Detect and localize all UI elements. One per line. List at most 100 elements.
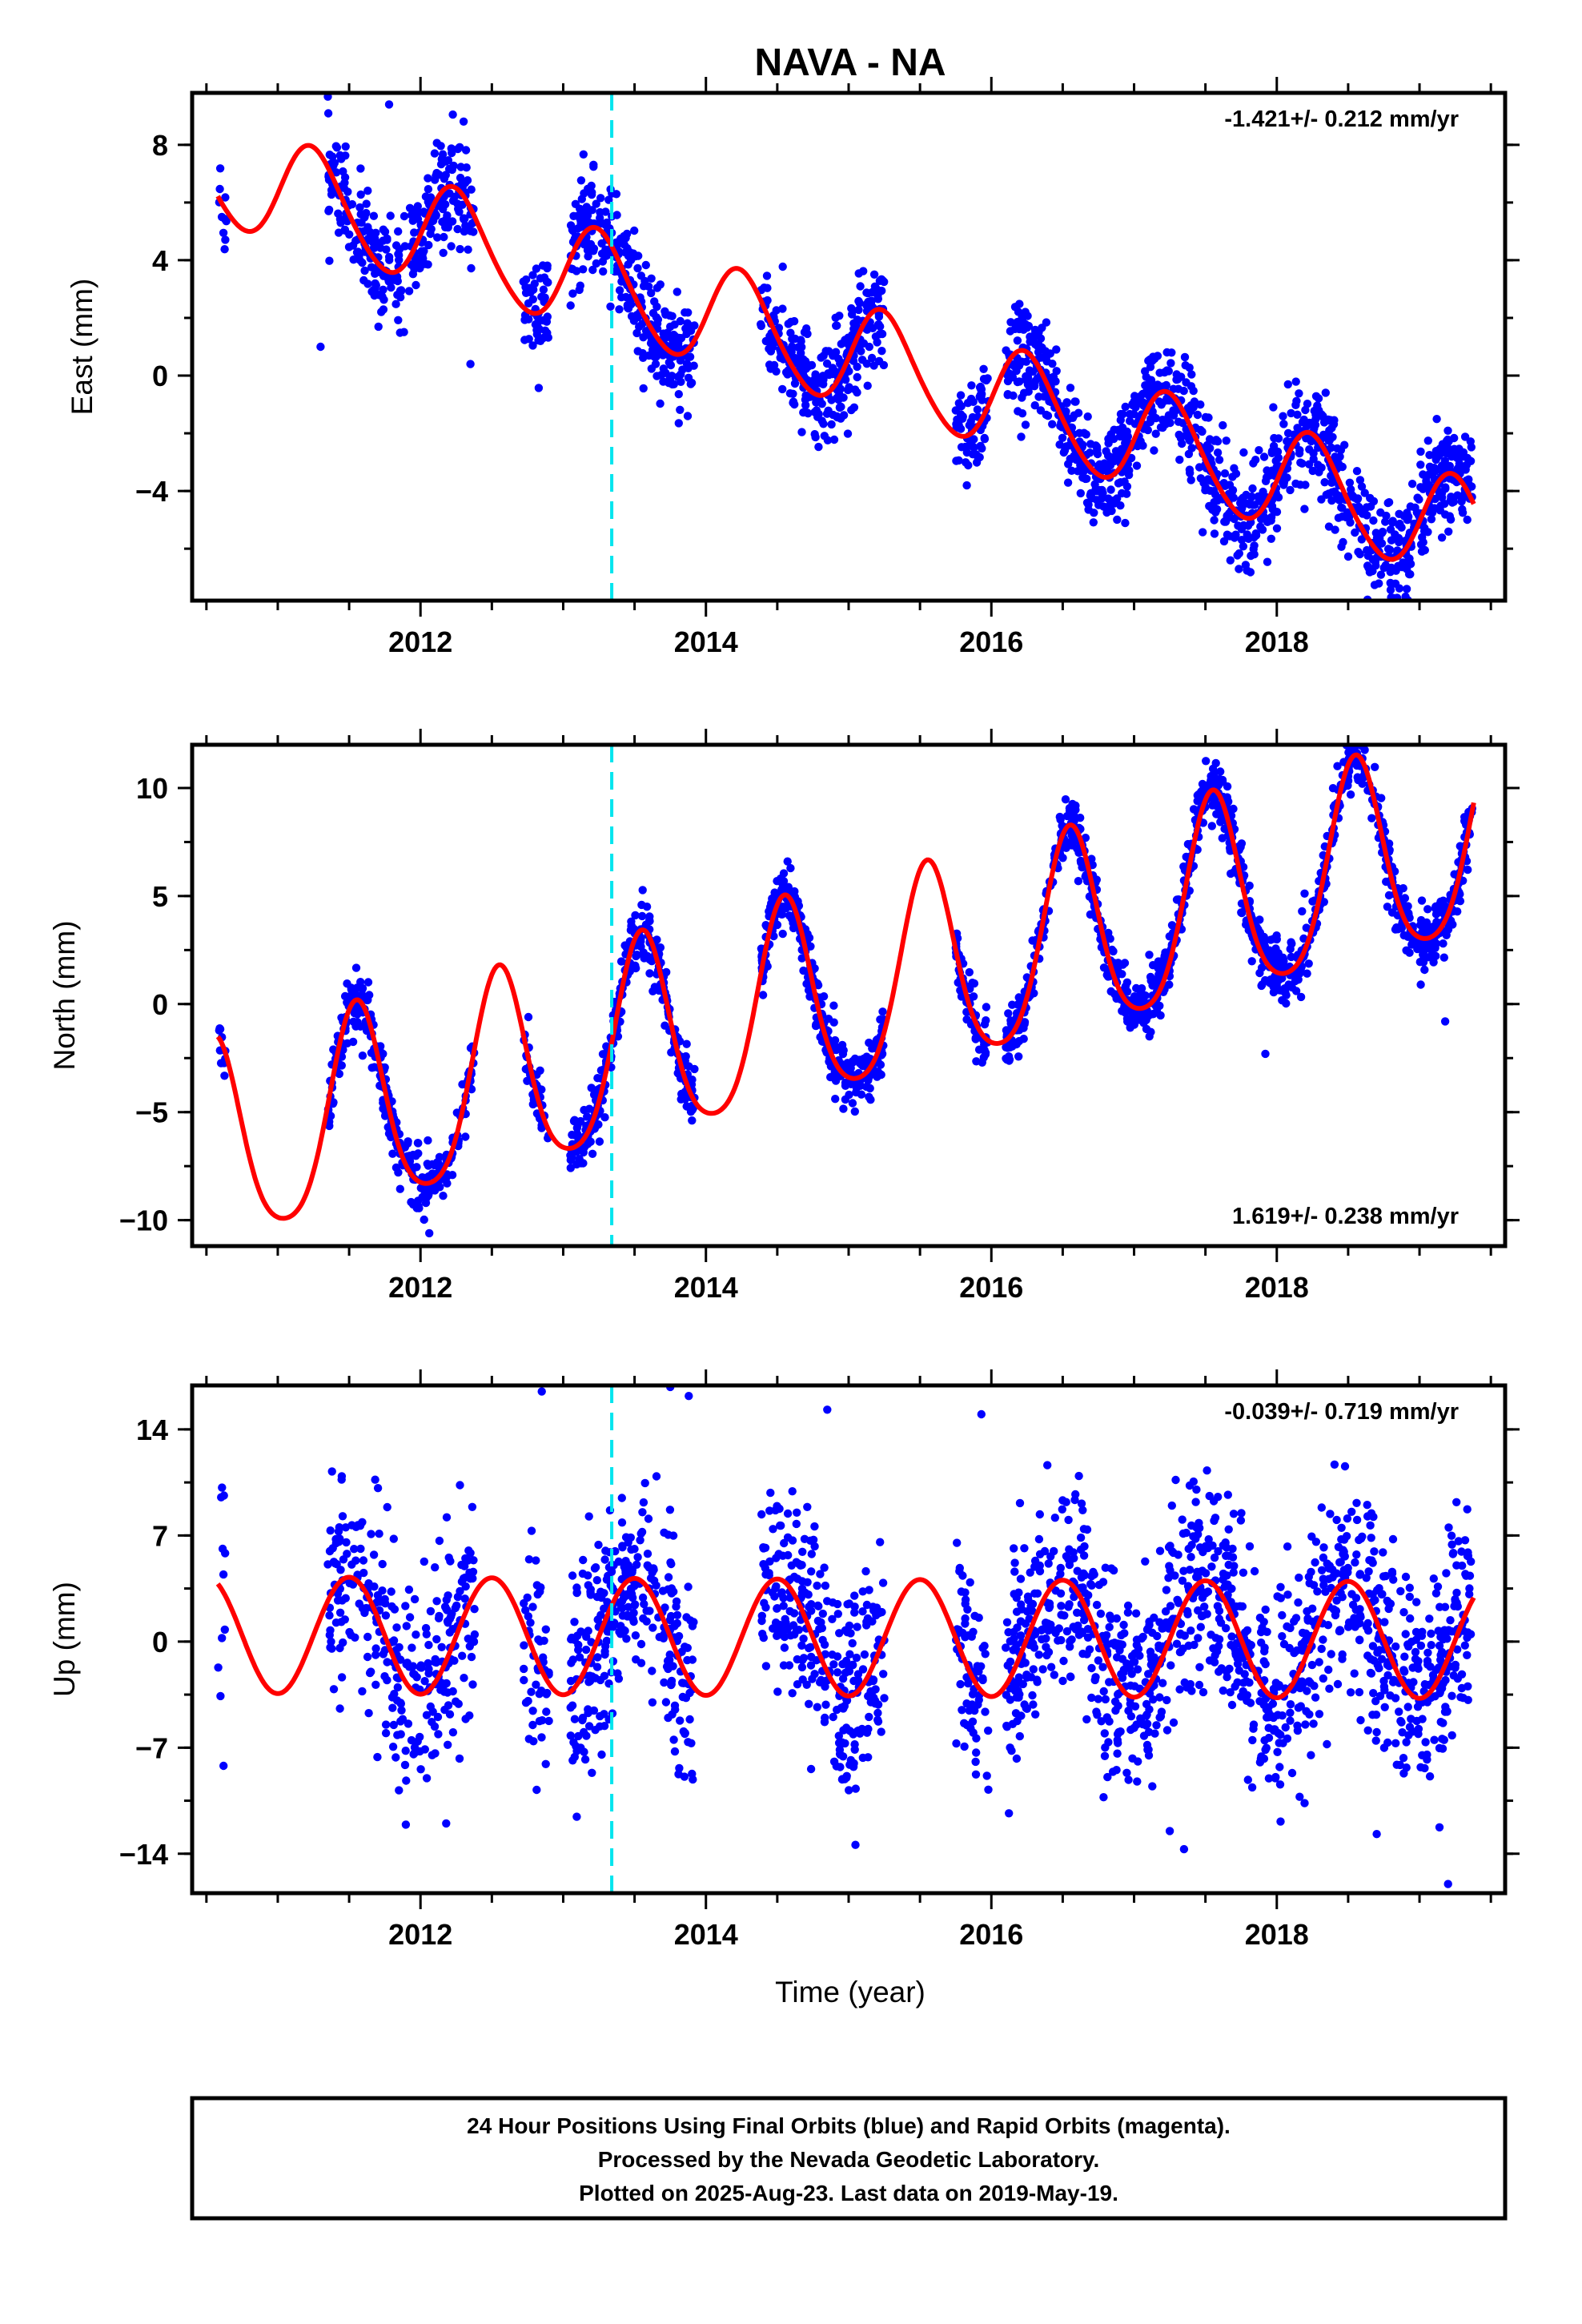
data-point (329, 1098, 338, 1107)
data-point (467, 263, 476, 273)
data-point (1291, 400, 1300, 409)
data-point (1235, 549, 1244, 558)
data-point (405, 1613, 415, 1622)
y-tick-label: 8 (152, 129, 168, 162)
data-point (1034, 348, 1043, 356)
data-point (664, 1573, 673, 1582)
data-point (844, 385, 853, 394)
data-point (636, 271, 645, 280)
data-point (1070, 411, 1078, 420)
data-point (865, 1092, 873, 1102)
data-point (1123, 432, 1133, 441)
data-point (1104, 494, 1113, 503)
data-point (1303, 420, 1311, 428)
data-point (453, 224, 462, 234)
data-point (1272, 931, 1281, 940)
data-point (1350, 736, 1358, 744)
data-point (359, 1556, 368, 1565)
data-point (404, 287, 414, 296)
data-point (873, 1068, 883, 1076)
data-point (682, 360, 692, 368)
data-point (1335, 452, 1344, 461)
data-point (1065, 804, 1074, 813)
data-point (1073, 844, 1082, 853)
data-point (520, 1664, 528, 1674)
data-point (1131, 403, 1140, 412)
data-point (1315, 468, 1323, 476)
x-tick-label: 2014 (674, 1271, 738, 1304)
data-point (1384, 498, 1394, 507)
data-point (1366, 493, 1375, 503)
data-point (1397, 523, 1406, 532)
data-point (1015, 300, 1024, 308)
data-point (615, 237, 624, 246)
data-point (843, 429, 853, 438)
data-point (1272, 959, 1282, 967)
data-point (647, 957, 656, 966)
data-point (820, 432, 829, 440)
data-point (1399, 559, 1408, 569)
data-point (448, 217, 457, 226)
data-point (628, 249, 638, 258)
data-point (396, 1184, 404, 1193)
north-plot-area (215, 735, 1477, 1246)
data-point (1343, 552, 1353, 561)
data-point (537, 1085, 546, 1094)
data-point (1138, 1013, 1147, 1023)
data-point (652, 1581, 661, 1590)
data-point (356, 1544, 365, 1554)
data-point (1104, 928, 1113, 938)
data-point (1385, 545, 1395, 554)
data-point (467, 185, 476, 194)
data-point (653, 315, 663, 324)
data-point (1287, 983, 1297, 992)
data-point (458, 200, 467, 209)
data-point (390, 1605, 400, 1614)
data-point (323, 109, 333, 118)
data-point (371, 279, 379, 288)
north-frame (190, 742, 1508, 1248)
data-point (1345, 735, 1353, 743)
data-point (1435, 444, 1444, 453)
data-point (1355, 502, 1363, 512)
data-point (401, 1820, 411, 1829)
data-point (1089, 518, 1098, 527)
data-point (378, 1559, 387, 1569)
data-point (1236, 842, 1245, 852)
data-point (640, 1478, 649, 1488)
data-point (220, 245, 229, 254)
data-point (468, 1502, 477, 1512)
data-point (684, 1582, 693, 1591)
data-point (1014, 993, 1023, 1002)
data-point (568, 1130, 576, 1140)
data-point (1164, 367, 1174, 376)
data-point (804, 986, 813, 995)
data-point (371, 1644, 380, 1653)
data-point (1207, 822, 1217, 830)
data-point (617, 1518, 627, 1527)
y-tick-label: −10 (119, 1204, 168, 1237)
data-point (461, 1132, 470, 1141)
data-point (528, 295, 537, 304)
data-point (1024, 387, 1033, 396)
data-point (952, 420, 961, 428)
data-point (566, 221, 576, 230)
data-point (1369, 516, 1378, 525)
data-point (845, 1090, 853, 1100)
data-point (1371, 762, 1379, 771)
data-point (587, 190, 596, 199)
data-point (218, 1634, 227, 1642)
data-point (1337, 542, 1346, 551)
data-point (464, 1634, 472, 1643)
data-point (797, 336, 805, 344)
data-point (343, 1550, 351, 1558)
data-point (520, 1675, 528, 1685)
data-point (1347, 485, 1355, 494)
data-point (1169, 384, 1178, 393)
data-point (819, 420, 828, 428)
data-point (597, 249, 607, 258)
data-point (1063, 478, 1073, 487)
data-point (1193, 797, 1202, 806)
data-point (371, 1475, 379, 1484)
data-point (1416, 483, 1425, 492)
